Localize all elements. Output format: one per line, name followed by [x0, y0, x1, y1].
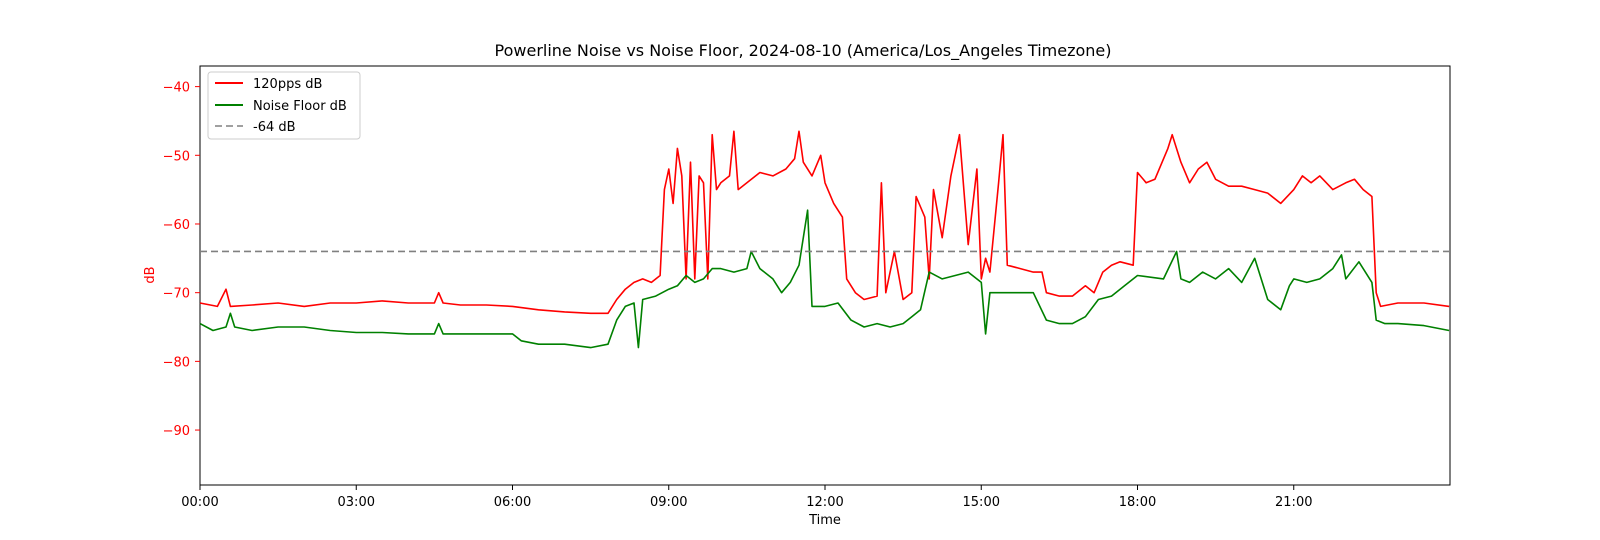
- y-axis-label: dB: [143, 266, 158, 283]
- legend-box: [207, 71, 361, 140]
- plot-frame: [199, 65, 1451, 486]
- series-line-120pps: [199, 130, 1450, 315]
- chart-title: Powerline Noise vs Noise Floor, 2024-08-…: [495, 41, 1112, 61]
- x-axis: 00:00 03:00 06:00 09:00 12:00 15:00 18:00 21:00: [181, 485, 1312, 510]
- x-tick-label: 06:00: [494, 495, 531, 510]
- y-tick-label: −60: [163, 218, 190, 233]
- y-tick-label: −50: [163, 149, 190, 164]
- x-tick-label: 18:00: [1119, 495, 1156, 510]
- legend-label-noise-floor: Noise Floor dB: [253, 99, 347, 114]
- series-layer: [199, 130, 1450, 349]
- legend: 120pps dB Noise Floor dB -64 dB: [207, 71, 361, 140]
- x-tick-label: 15:00: [963, 495, 1000, 510]
- x-tick-label: 00:00: [181, 495, 218, 510]
- legend-label-120pps: 120pps dB: [253, 77, 322, 92]
- y-tick-label: −90: [163, 424, 190, 439]
- plot-area: [199, 65, 1451, 486]
- x-tick-label: 03:00: [338, 495, 375, 510]
- x-axis-label: Time: [808, 513, 841, 528]
- y-tick-label: −40: [163, 81, 190, 96]
- y-tick-label: −80: [163, 355, 190, 370]
- legend-label-reference: -64 dB: [253, 120, 296, 135]
- y-tick-label: −70: [163, 287, 190, 302]
- x-tick-label: 21:00: [1275, 495, 1312, 510]
- y-axis: −40 −50 −60 −70 −80 −90: [163, 81, 200, 439]
- series-line-noise-floor: [199, 209, 1450, 349]
- x-tick-label: 09:00: [650, 495, 687, 510]
- x-tick-label: 12:00: [806, 495, 843, 510]
